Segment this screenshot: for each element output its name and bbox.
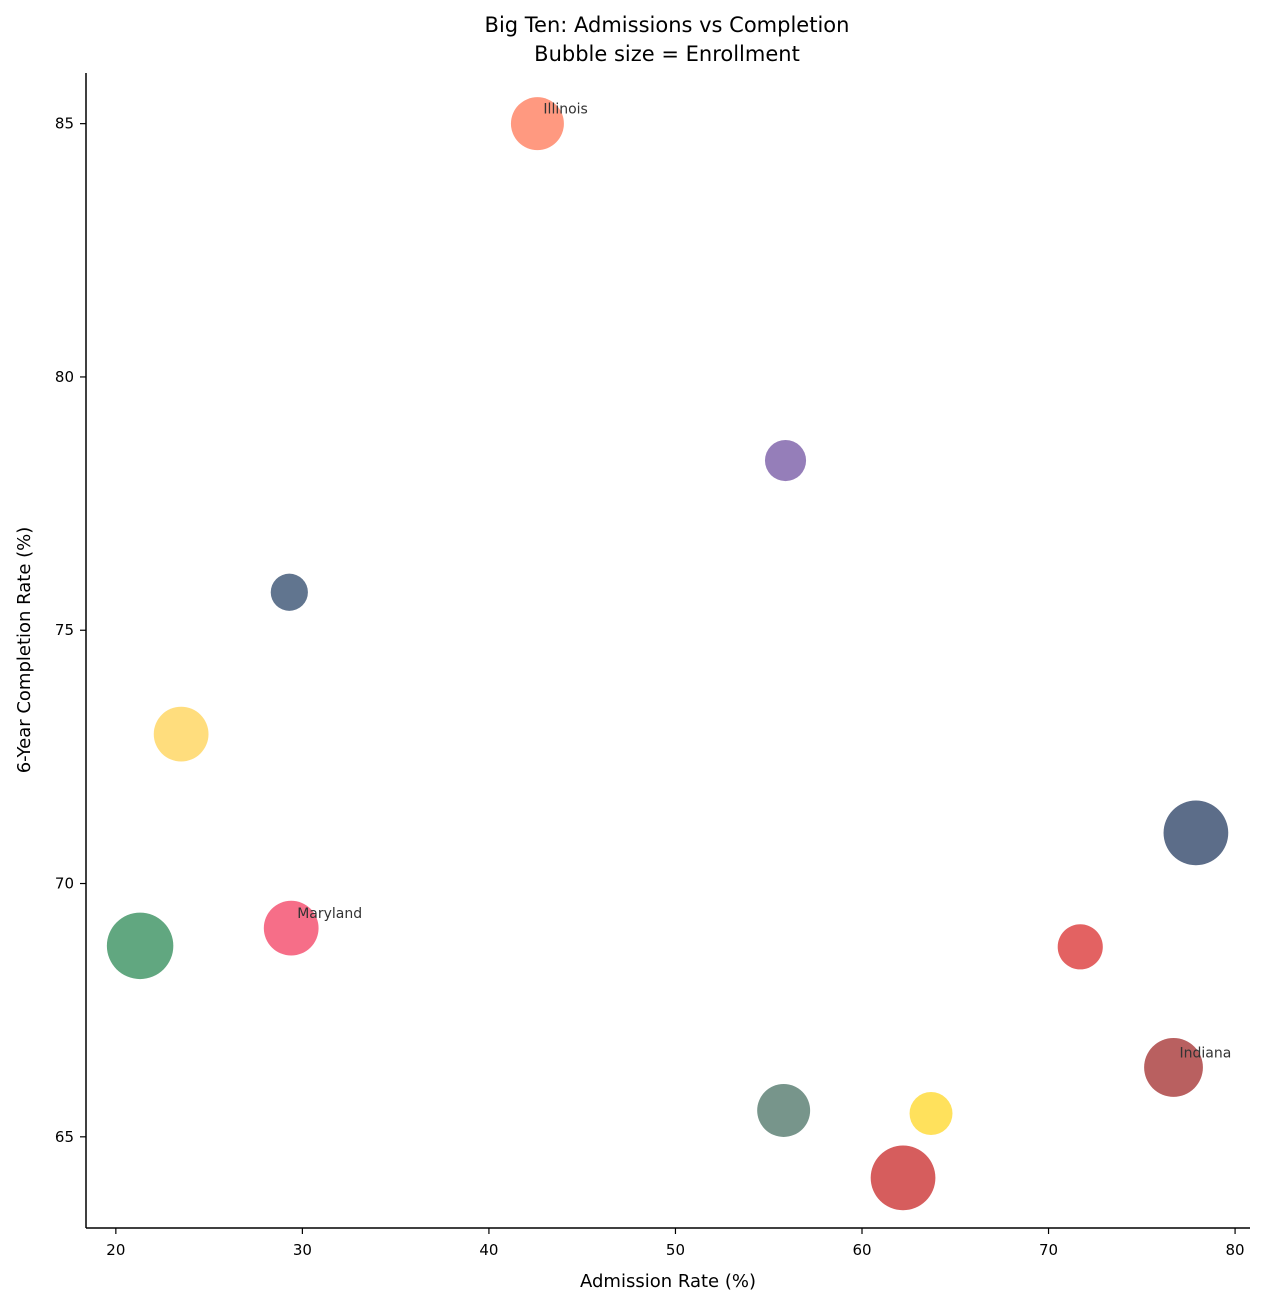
y-tick-label: 85: [55, 115, 74, 133]
bubble-point: [270, 573, 308, 611]
bubble-point: [510, 97, 564, 151]
bubble-point: [153, 706, 209, 762]
bubble-point: [1144, 1038, 1203, 1097]
chart-subtitle: Bubble size = Enrollment: [534, 42, 800, 66]
bubble-point: [263, 900, 319, 956]
point-annotation: Maryland: [297, 906, 362, 922]
y-tick-label: 65: [55, 1128, 74, 1146]
point-annotation: Illinois: [543, 102, 587, 118]
x-tick-label: 20: [106, 1241, 125, 1259]
y-tick-label: 75: [55, 621, 74, 639]
x-tick-label: 70: [1039, 1241, 1058, 1259]
bubble-point: [764, 439, 807, 482]
y-axis-label: 6-Year Completion Rate (%): [14, 527, 35, 774]
bubble-point: [106, 912, 174, 980]
bubble-point: [757, 1083, 811, 1137]
x-tick-label: 80: [1226, 1241, 1245, 1259]
bubble-point: [870, 1145, 936, 1211]
y-tick-label: 80: [55, 368, 74, 386]
x-tick-label: 60: [852, 1241, 871, 1259]
x-tick-label: 50: [666, 1241, 685, 1259]
chart-title: Big Ten: Admissions vs Completion: [485, 13, 850, 37]
x-tick-label: 40: [479, 1241, 498, 1259]
y-tick-label: 70: [55, 875, 74, 893]
x-axis-label: Admission Rate (%): [580, 1271, 756, 1292]
bubble-point: [1057, 924, 1103, 970]
bubble-point: [1163, 800, 1229, 866]
point-annotation: Indiana: [1180, 1045, 1232, 1061]
x-tick-label: 30: [293, 1241, 312, 1259]
bubble-point: [909, 1092, 953, 1135]
